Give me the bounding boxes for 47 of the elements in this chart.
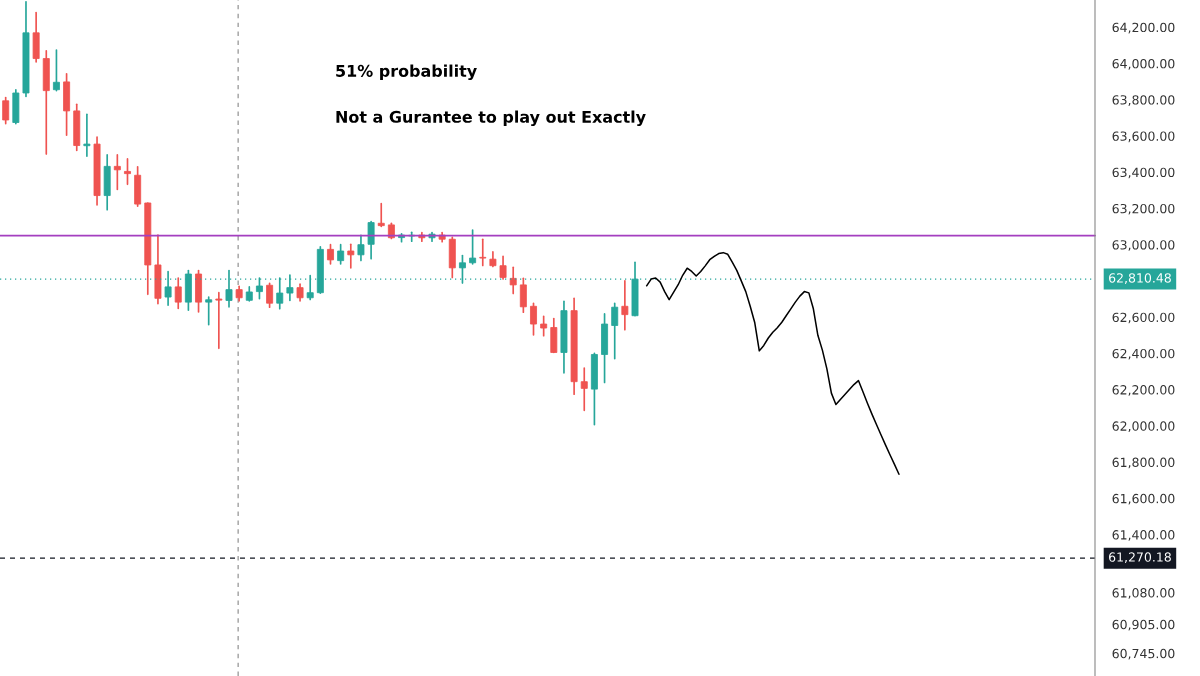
candlestick: [540, 315, 548, 337]
candlestick: [52, 49, 60, 92]
y-tick-label: 64,000.00: [1112, 58, 1175, 70]
candlestick: [509, 266, 517, 295]
y-tick-label: 61,600.00: [1112, 493, 1175, 505]
y-tick-label: 60,905.00: [1112, 619, 1175, 631]
y-tick-label: 62,600.00: [1112, 312, 1175, 324]
y-tick-label: 63,600.00: [1112, 131, 1175, 143]
y-tick-label: 63,800.00: [1112, 95, 1175, 106]
candlestick: [347, 243, 355, 269]
y-tick-label: 63,200.00: [1112, 203, 1175, 215]
candlestick: [337, 243, 345, 265]
y-tick-label: 61,800.00: [1112, 457, 1175, 469]
y-tick-label: 64,200.00: [1112, 22, 1175, 34]
candlestick: [621, 279, 629, 331]
candlestick: [113, 154, 121, 191]
candlestick: [367, 220, 375, 260]
annotation: 51% probability: [336, 64, 477, 81]
annotation: Not a Gurantee to play out Exactly: [336, 110, 646, 127]
candlestick: [580, 367, 588, 412]
candlestick: [530, 302, 537, 336]
candlestick: [205, 296, 213, 326]
y-tick-label: 60,745.00: [1112, 648, 1175, 660]
candlestick: [174, 277, 182, 310]
candlestick: [124, 158, 131, 186]
candlestick: [327, 243, 334, 265]
candlestick: [377, 202, 385, 228]
y-tick-label: 61,400.00: [1112, 530, 1175, 541]
line-series: [645, 251, 900, 476]
candlestick: [499, 255, 507, 280]
y-tick-label: 61,080.00: [1112, 588, 1175, 599]
candlestick: [215, 291, 223, 350]
y-tick-label: 62,200.00: [1112, 385, 1175, 396]
ref-line-label: 61,270.18: [1109, 552, 1171, 564]
candlestick: [266, 282, 274, 309]
candlestick: [479, 238, 487, 267]
candlestick: [357, 234, 365, 262]
y-tick-label: 62,000.00: [1112, 421, 1175, 433]
y-tick-label: 62,400.00: [1112, 348, 1175, 360]
ref-line-label: 62,810.48: [1109, 273, 1171, 284]
candlestick: [2, 96, 10, 125]
candlestick: [469, 229, 477, 265]
candlestick: [83, 113, 91, 158]
y-tick-label: 63,400.00: [1112, 167, 1175, 179]
candlestick: [611, 302, 619, 360]
candlestick: [519, 277, 527, 314]
y-tick-label: 63,000.00: [1112, 240, 1175, 251]
